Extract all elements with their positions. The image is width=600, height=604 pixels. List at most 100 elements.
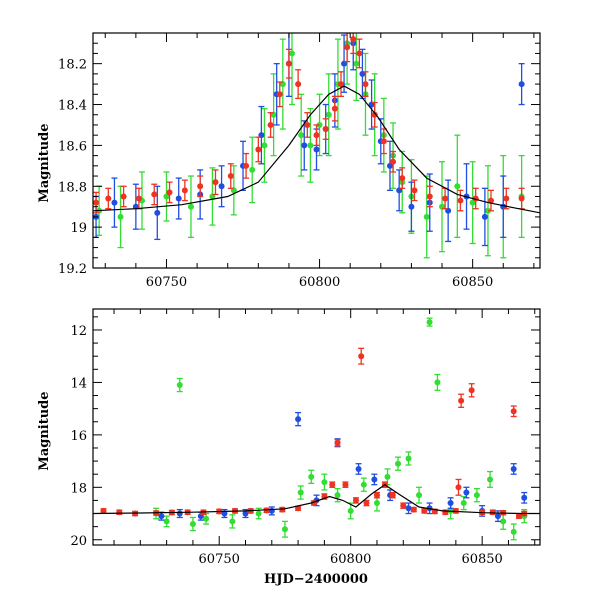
panel-top: 60750 60800 60850 18.2 18.4 18.6 18.8 19 19.2 [58,32,541,290]
data-point [267,121,274,128]
data-point [442,195,449,202]
data-point [212,179,219,186]
x-tick-label: 60800 [330,552,371,567]
series-3 [358,347,462,496]
data-point [488,197,495,204]
data-point [105,195,112,202]
data-point [197,183,204,190]
y-tick-label: 19.2 [58,262,87,277]
data-point [521,494,528,501]
data-point [279,506,286,513]
series-0 [153,317,528,541]
data-point [307,142,314,149]
data-point [500,518,507,525]
data-point [116,509,123,516]
data-point [344,44,351,51]
data-point [408,203,415,210]
data-point [313,146,320,153]
series-1 [158,411,528,523]
y-tick-label: 19 [70,221,87,236]
data-point [454,183,461,190]
data-point [463,489,470,496]
x-tick-label: 60750 [199,552,240,567]
data-point [457,197,464,204]
data-point [181,187,188,194]
data-point [337,81,344,88]
data-point [329,481,336,488]
data-point [289,50,296,57]
data-point [487,476,494,483]
x-tick-label: 60850 [461,552,502,567]
data-point [243,162,250,169]
data-point [322,126,329,133]
data-point [158,513,165,520]
x-tick-label: 60800 [299,275,340,290]
y-tick-label: 18.2 [58,58,87,73]
data-point [187,203,194,210]
data-point [421,507,428,514]
data-point [395,460,402,467]
data-point [281,526,288,533]
data-point [460,500,467,507]
data-point [176,382,183,389]
data-point [263,507,270,514]
y-tick-label: 18.6 [58,139,87,154]
data-point [93,199,100,206]
data-point [389,492,396,499]
data-point [515,513,522,520]
data-point [203,515,210,522]
y-axis-label-top: Magnitude [37,123,52,202]
data-point [455,484,462,491]
data-point [510,528,517,535]
plot-area [93,317,540,541]
data-point [334,492,341,499]
plot-frame [92,308,541,546]
data-point [494,513,501,520]
data-point [297,489,304,496]
data-point [373,500,380,507]
x-axis-label: HJD−2400000 [264,572,368,587]
data-point [405,505,412,512]
data-point [458,397,465,404]
data-point [386,162,393,169]
data-point [405,455,412,462]
data-point [356,50,363,57]
y-tick-label: 18.4 [58,99,87,114]
data-point [355,465,362,472]
data-point [352,497,359,504]
data-point [100,507,107,514]
y-tick-label: 14 [70,376,87,391]
data-point [334,439,341,446]
y-tick-label: 16 [70,429,87,444]
data-point [384,473,391,480]
data-point [434,379,441,386]
data-point [298,132,305,139]
data-point [227,173,234,180]
data-point [423,213,430,220]
data-point [518,195,525,202]
y-tick-label: 20 [70,534,87,549]
data-point [255,146,262,153]
data-point [473,492,480,499]
data-point [342,481,349,488]
data-point [229,518,236,525]
data-point [373,492,380,499]
data-point [426,193,433,200]
panel-bottom: 60750 60800 60850 12 14 16 18 20 [70,308,541,567]
y-tick-label: 18 [70,481,87,496]
data-point [325,111,332,118]
plot-area [93,33,540,259]
series-2 [93,33,525,214]
data-point [358,353,365,360]
data-point [447,500,454,507]
data-point [218,183,225,190]
data-point [489,509,496,516]
data-point [399,175,406,182]
data-point [518,81,525,88]
data-point [469,199,476,206]
data-point [249,166,256,173]
data-point [360,481,367,488]
data-point [166,189,173,196]
data-point [481,213,488,220]
